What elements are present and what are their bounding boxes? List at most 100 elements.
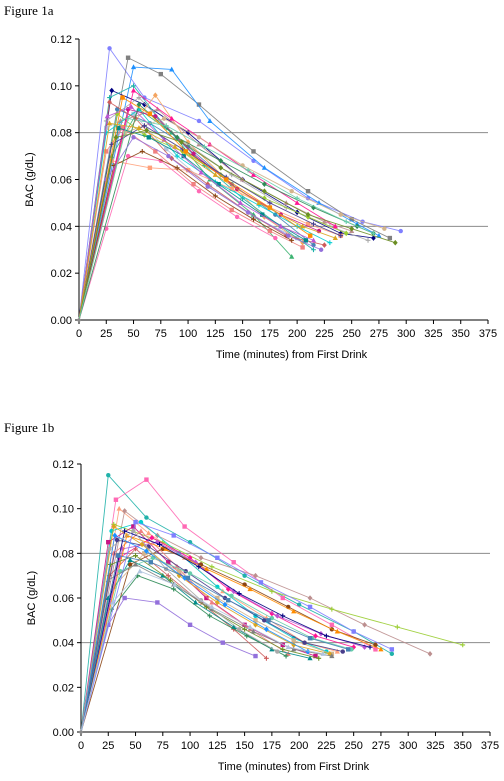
chart-1b-data-point <box>209 604 215 609</box>
chart-1a-series-line-1 <box>78 57 391 321</box>
chart-1b-data-point <box>274 613 280 619</box>
chart-1b-data-point <box>327 651 333 657</box>
chart-1b-data-point <box>203 566 210 571</box>
chart-1b-data-point <box>192 599 199 605</box>
chart-1b-data-point <box>106 539 111 545</box>
chart-1a-data-point <box>205 184 210 189</box>
chart-1b-series-line-11 <box>80 552 333 733</box>
chart-1a-x-tick-label: 200 <box>288 328 306 340</box>
chart-1a-data-point <box>251 216 256 222</box>
chart-1b-data-point <box>114 537 120 543</box>
chart-1a-data-point <box>349 217 354 222</box>
chart-1b-data-point <box>329 653 335 659</box>
chart-1a-data-point <box>250 172 257 177</box>
chart-1a-data-point <box>218 164 224 171</box>
chart-1b-data-point <box>209 599 215 605</box>
chart-1a-data-point <box>332 235 338 241</box>
chart-1b-y-tick-label: 0.06 <box>53 593 74 605</box>
chart-1b-data-point <box>187 622 193 627</box>
chart-1b-data-point <box>127 557 133 563</box>
chart-1b-data-point <box>226 598 231 603</box>
chart-1a-data-point <box>161 116 167 121</box>
chart-1b-x-tick-label: 50 <box>129 740 141 752</box>
chart-1a-data-point <box>202 144 207 150</box>
chart-1b-data-point <box>187 571 193 576</box>
chart-1a-data-point <box>144 127 150 134</box>
chart-1b-series-line-5 <box>80 521 327 733</box>
chart-1a-x-tick-label: 150 <box>233 328 251 340</box>
chart-1a-y-tick-label: 0.06 <box>51 175 72 187</box>
chart-1b-data-point <box>351 629 356 634</box>
chart-1a-data-point <box>332 223 338 229</box>
chart-1b-series-line-26 <box>80 555 349 733</box>
chart-1a-data-point <box>338 212 343 217</box>
chart-1b-y-tick-label: 0.02 <box>53 682 74 694</box>
chart-1b-series-line-19 <box>80 555 319 733</box>
chart-1b-data-point <box>262 618 267 623</box>
chart-1b-x-tick-label: 325 <box>426 740 444 752</box>
figure-1a-label: Figure 1a <box>4 3 54 18</box>
chart-1a-data-point <box>136 125 142 130</box>
chart-1a-x-tick-label: 100 <box>179 328 197 340</box>
chart-1b-data-point <box>247 624 253 630</box>
chart-1b-data-point <box>231 588 237 595</box>
chart-1a-series-line-24 <box>78 125 341 321</box>
chart-1b-data-point <box>283 653 289 659</box>
chart-1b-data-point <box>215 555 220 560</box>
chart-1b-data-point <box>320 651 326 656</box>
chart-1b-x-tick-label: 0 <box>78 740 84 752</box>
chart-1b-data-point <box>346 647 351 652</box>
chart-1a-data-point <box>158 71 163 77</box>
chart-1b-x-tick-label: 75 <box>157 740 169 752</box>
chart-1a-data-point <box>205 181 211 187</box>
chart-1b-series-line-2 <box>80 507 338 733</box>
chart-1a-data-point <box>212 193 218 199</box>
chart-1a-data-point <box>343 219 349 225</box>
chart-1a-data-point <box>262 188 267 195</box>
chart-1a-data-point <box>365 237 371 243</box>
chart-1b-data-point <box>144 515 149 520</box>
chart-1b-data-point <box>122 595 127 601</box>
chart-1a-data-point <box>136 95 142 100</box>
chart-1b-data-point <box>220 640 225 645</box>
chart-1b-data-point <box>316 655 322 661</box>
chart-1b-data-point <box>204 595 209 601</box>
chart-1a-data-point <box>234 214 240 220</box>
chart-1a-data-point <box>294 195 300 201</box>
chart-1a-data-point <box>107 99 112 106</box>
chart-1a-data-point <box>191 181 196 187</box>
chart-1a-x-tick-label: 225 <box>315 328 333 340</box>
chart-1b-data-point <box>172 581 178 587</box>
chart-1a-data-point <box>218 157 224 164</box>
chart-1b-data-point <box>113 497 119 502</box>
chart-1a-data-point <box>128 104 134 109</box>
chart-1a-data-point <box>245 167 251 173</box>
chart-1b-data-point <box>329 606 335 612</box>
figure-1b-label: Figure 1b <box>4 420 55 435</box>
chart-1b-data-point <box>165 573 171 579</box>
chart-1b-data-point <box>225 586 231 592</box>
chart-1a-data-point <box>338 233 344 239</box>
chart-1a-data-point <box>376 232 382 238</box>
chart-1a-data-point <box>154 106 161 112</box>
chart-1b-data-point <box>394 624 400 630</box>
chart-1b-data-point <box>122 528 128 534</box>
chart-1b-data-point <box>138 528 144 533</box>
chart-1b-data-point <box>176 569 182 574</box>
chart-1a-x-tick-label: 25 <box>100 328 112 340</box>
chart-1a-x-tick-label: 0 <box>76 328 82 340</box>
chart-1a-x-tick-label: 325 <box>424 328 442 340</box>
chart-1b-data-point <box>460 642 466 648</box>
chart-1a-x-tick-label: 175 <box>261 328 279 340</box>
chart-1b-series-line-21 <box>80 521 393 733</box>
chart-1b-data-point <box>242 622 247 627</box>
chart-1b-data-point <box>266 618 271 623</box>
chart-1a-data-point <box>174 134 180 141</box>
chart-1b-data-point <box>209 564 215 570</box>
chart-1a-data-point <box>113 134 119 141</box>
chart-1a-data-point <box>294 200 300 205</box>
chart-1b-data-point <box>253 572 258 579</box>
chart-1a-data-point <box>308 233 313 238</box>
chart-1a-data-point <box>267 205 273 210</box>
